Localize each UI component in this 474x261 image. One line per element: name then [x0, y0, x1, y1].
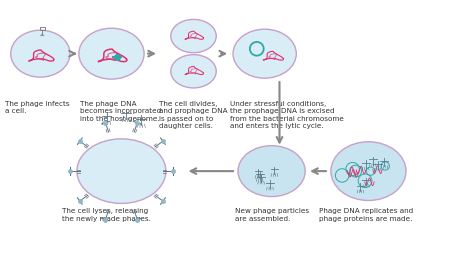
Text: New phage particles
are assembled.: New phage particles are assembled. [235, 208, 309, 222]
Ellipse shape [171, 19, 216, 53]
Ellipse shape [331, 142, 406, 200]
Text: The phage DNA
becomes incorporated
into the host genome.: The phage DNA becomes incorporated into … [80, 101, 161, 122]
Ellipse shape [79, 28, 144, 79]
Text: Phage DNA replicates and
phage proteins are made.: Phage DNA replicates and phage proteins … [319, 208, 413, 222]
Text: The cell lyses, releasing
the newly made phages.: The cell lyses, releasing the newly made… [62, 208, 151, 222]
Text: The phage infects
a cell.: The phage infects a cell. [5, 101, 69, 114]
Ellipse shape [11, 30, 70, 77]
Ellipse shape [238, 146, 305, 197]
Ellipse shape [77, 139, 166, 203]
Ellipse shape [171, 55, 216, 88]
Text: The cell divides,
and prophage DNA
is passed on to
daughter cells.: The cell divides, and prophage DNA is pa… [159, 101, 228, 129]
Ellipse shape [233, 29, 296, 78]
Text: Under stressful conditions,
the prophage DNA is excised
from the bacterial chrom: Under stressful conditions, the prophage… [230, 101, 344, 129]
